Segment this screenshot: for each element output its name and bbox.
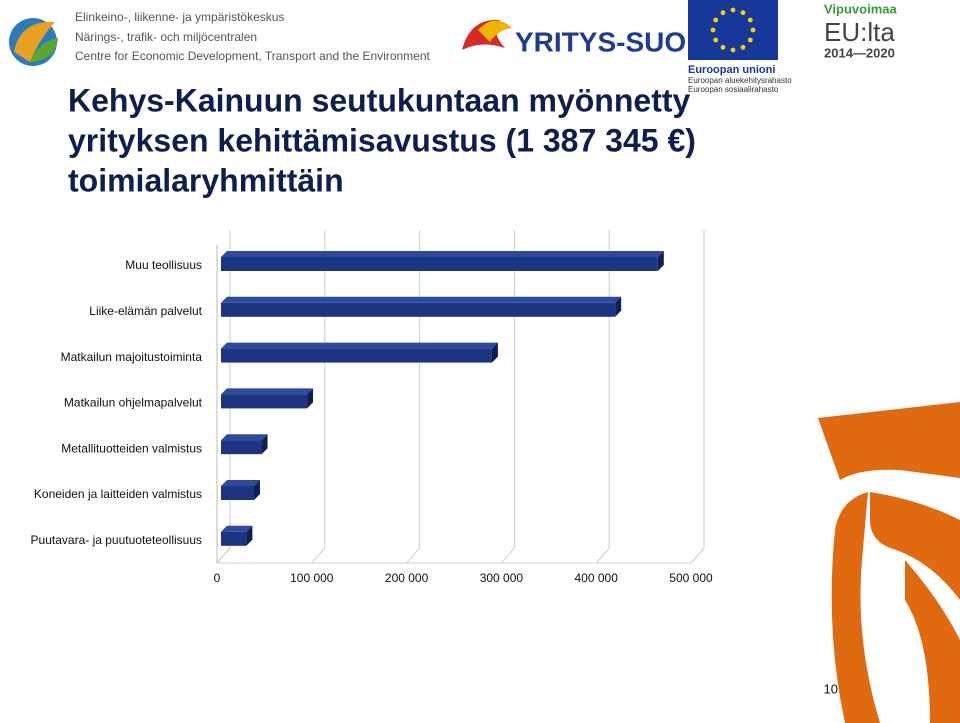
- y-tick-label: Muu teollisuus: [125, 258, 202, 272]
- x-tick-label: 300 000: [480, 571, 524, 585]
- bar-side-face: [307, 388, 314, 409]
- yritys-suomi-logo: YRITYS-SUOMI: [462, 19, 717, 57]
- bar: [221, 302, 616, 317]
- bar: [221, 394, 308, 409]
- eu-star: [720, 10, 726, 16]
- x-tick-label: 400 000: [575, 571, 619, 585]
- bar: [221, 348, 492, 363]
- chart-title: Kehys-Kainuun seutukuntaan myönnetty: [68, 82, 691, 118]
- y-tick-label: Matkailun majoitustoiminta: [61, 350, 203, 364]
- y-tick-label: Liike-elämän palvelut: [89, 304, 202, 318]
- ely-logo: Elinkeino-, liikenne- ja ympäristökeskus…: [9, 10, 431, 66]
- bar-top-face: [221, 525, 253, 532]
- chart: 0 100 000 200 000 300 000 400 000 500 000 Muu …: [31, 230, 713, 585]
- ely-text: Elinkeino-, liikenne- ja ympäristökeskus: [75, 10, 284, 24]
- eu-text: Euroopan unioni: [688, 64, 775, 76]
- eu-star: [713, 37, 719, 43]
- bar: [221, 440, 262, 455]
- bar-top-face: [221, 388, 314, 395]
- eu-text: Euroopan aluekehitysrahasto: [688, 76, 792, 85]
- eu-star: [750, 27, 756, 33]
- grid-line: [595, 547, 610, 564]
- y-tick-label: Koneiden ja laitteiden valmistus: [34, 487, 202, 501]
- y-tick-label: Matkailun ohjelmapalvelut: [64, 396, 203, 410]
- grid-line: [690, 547, 705, 564]
- bar-top-face: [221, 251, 664, 257]
- grid-line: [216, 547, 231, 564]
- x-tick-label: 500 000: [669, 571, 713, 585]
- y-tick-label: Metallituotteiden valmistus: [61, 441, 202, 455]
- chart-title: toimialaryhmittäin: [68, 162, 344, 198]
- chart-title: yrityksen kehittämisavustus (1 387 345 €…: [68, 122, 696, 158]
- grid-line: [501, 547, 515, 564]
- bar-side-face: [657, 251, 664, 271]
- years: 2014—2020: [824, 45, 895, 60]
- bar-side-face: [253, 480, 260, 500]
- eu-star: [740, 44, 746, 50]
- decoration: [818, 402, 960, 723]
- ely-text: Centre for Economic Development, Transpo…: [75, 49, 431, 63]
- bar-top-face: [221, 296, 622, 303]
- eu-lta: EU:lta: [824, 17, 895, 47]
- bar: [221, 257, 658, 271]
- eu-star: [730, 47, 736, 53]
- yritys-suomi: YRITYS-SUOMI: [515, 26, 717, 57]
- page-number: 10: [824, 681, 838, 696]
- grid-line: [406, 547, 420, 564]
- x-tick-label: 0: [214, 571, 221, 585]
- vipuvoimaa: Vipuvoimaa: [824, 1, 898, 16]
- eu-star: [713, 17, 719, 23]
- ely-text: Närings-, trafik- och miljöcentralen: [75, 30, 257, 44]
- bar-side-face: [615, 296, 622, 317]
- bar: [221, 531, 247, 546]
- grid-line: [311, 547, 326, 564]
- eu-star: [730, 7, 736, 13]
- vipuvoimaa-logo: Vipuvoimaa EU:lta 2014—2020: [824, 1, 898, 60]
- y-tick-label: Puutavara- ja puutuoteteollisuus: [31, 533, 202, 547]
- bar: [221, 486, 254, 500]
- bar-top-face: [221, 480, 260, 486]
- bar-side-face: [261, 434, 268, 455]
- bar-top-face: [221, 434, 268, 441]
- bar-side-face: [491, 342, 498, 363]
- x-tick-label: 100 000: [290, 571, 334, 585]
- eu-star: [747, 37, 753, 43]
- eu-text: Euroopan sosiaalirahasto: [688, 85, 779, 94]
- eu-star: [747, 17, 753, 23]
- bar-top-face: [221, 342, 498, 349]
- eu-star: [740, 10, 746, 16]
- bar-side-face: [246, 525, 253, 546]
- eu-star: [720, 44, 726, 50]
- eu-logo: Euroopan unioni Euroopan aluekehitysraha…: [688, 0, 792, 94]
- eu-star: [710, 27, 716, 33]
- x-tick-label: 200 000: [385, 571, 429, 585]
